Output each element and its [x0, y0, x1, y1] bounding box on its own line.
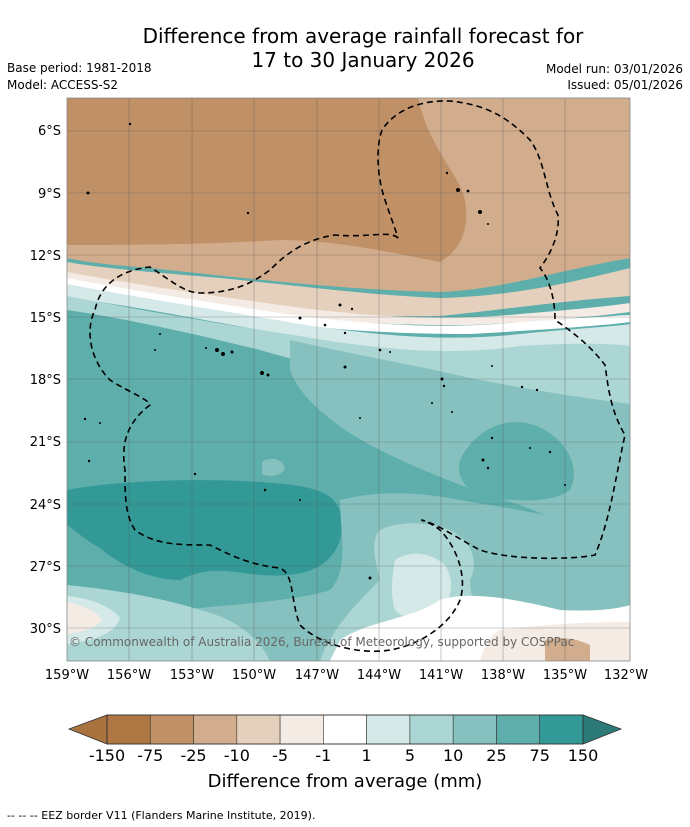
- lat-tick: 30°S: [30, 622, 61, 637]
- colorbar-tick-label: 25: [486, 746, 506, 765]
- copyright-notice: © Commonwealth of Australia 2026, Bureau…: [69, 635, 574, 649]
- lat-tick: 21°S: [30, 435, 61, 450]
- colorbar-ticks: -150 -75 -25 -10 -5 -1 1 5 10 25 75 150: [89, 746, 598, 765]
- colorbar-tick-label: -75: [137, 746, 163, 765]
- lon-tick: 138°W: [481, 668, 525, 683]
- rainfall-field: [67, 98, 630, 661]
- lon-tick: 132°W: [604, 668, 648, 683]
- colorbar-frame: [106, 714, 584, 745]
- lat-axis: 6°S 9°S 12°S 15°S 18°S 21°S 24°S 27°S 30…: [30, 124, 61, 637]
- graticule: [67, 98, 630, 661]
- colorbar-bin: [106, 714, 151, 745]
- colorbar-tick-label: -10: [224, 746, 250, 765]
- lat-tick: 27°S: [30, 560, 61, 575]
- lat-tick: 9°S: [38, 187, 61, 202]
- colorbar-extend-high: [582, 714, 623, 745]
- field-wet-1: [67, 284, 630, 360]
- colorbar-tick-label: 150: [568, 746, 599, 765]
- field-south-5dry-west: [67, 602, 102, 634]
- lon-tick: 147°W: [295, 668, 339, 683]
- colorbar-tick-label: 10: [443, 746, 463, 765]
- lon-tick: 141°W: [419, 668, 463, 683]
- lon-tick: 144°W: [357, 668, 401, 683]
- colorbar-tick-label: -5: [272, 746, 288, 765]
- field-south-5-west: [67, 585, 270, 661]
- map-frame: [66, 97, 631, 662]
- field-wet-10-patch: [262, 458, 285, 476]
- colorbar-extend-low: [67, 714, 108, 745]
- model-run: Model run: 03/01/2026: [545, 62, 683, 76]
- colorbar-bin: [323, 714, 367, 745]
- lat-tick: 15°S: [30, 311, 61, 326]
- field-wet-10: [290, 340, 630, 560]
- lat-tick: 12°S: [30, 249, 61, 264]
- field-south-1-mid: [391, 553, 452, 619]
- field-wet-75: [67, 480, 342, 580]
- lon-tick: 150°W: [232, 668, 276, 683]
- model-name: Model: ACCESS-S2: [7, 78, 119, 92]
- colorbar-tick-label: -25: [180, 746, 206, 765]
- issued-date: Issued: 05/01/2026: [567, 78, 683, 92]
- eez-legend-note: -- -- -- EEZ border V11 (Flanders Marine…: [7, 809, 316, 822]
- field-dry-75: [67, 98, 467, 262]
- chart-title-line2: 17 to 30 January 2026: [251, 48, 475, 72]
- colorbar-bin: [539, 714, 584, 745]
- lon-tick: 153°W: [170, 668, 214, 683]
- islands: [83, 122, 566, 580]
- lat-tick: 6°S: [38, 124, 61, 139]
- colorbar-label: Difference from average (mm): [207, 771, 483, 792]
- chart-title-line1: Difference from average rainfall forecas…: [142, 24, 584, 48]
- lat-tick: 24°S: [30, 498, 61, 513]
- field-dry-10: [67, 262, 630, 317]
- colorbar-tick-label: -1: [315, 746, 331, 765]
- lon-axis: 159°W 156°W 153°W 150°W 147°W 144°W 141°…: [45, 668, 648, 683]
- colorbar-bins: [106, 714, 584, 745]
- colorbar-tick-label: -150: [89, 746, 125, 765]
- colorbar-tick-label: 5: [405, 746, 415, 765]
- colorbar-bin: [149, 714, 194, 745]
- field-south-dry-25: [545, 637, 590, 661]
- lon-tick: 135°W: [543, 668, 587, 683]
- colorbar-bin: [452, 714, 497, 745]
- base-period: Base period: 1981-2018: [7, 61, 152, 75]
- lon-tick: 156°W: [107, 668, 151, 683]
- colorbar: -150 -75 -25 -10 -5 -1 1 5 10 25 75 150: [67, 714, 623, 765]
- colorbar-bin: [193, 714, 238, 745]
- colorbar-tick-label: 1: [362, 746, 372, 765]
- colorbar-bin: [279, 714, 324, 745]
- lon-tick: 159°W: [45, 668, 89, 683]
- colorbar-bin: [496, 714, 541, 745]
- colorbar-bin: [366, 714, 411, 745]
- colorbar-bin: [409, 714, 454, 745]
- colorbar-tick-label: 75: [530, 746, 550, 765]
- colorbar-bin: [236, 714, 281, 745]
- map: © Commonwealth of Australia 2026, Bureau…: [30, 97, 648, 683]
- lat-tick: 18°S: [30, 373, 61, 388]
